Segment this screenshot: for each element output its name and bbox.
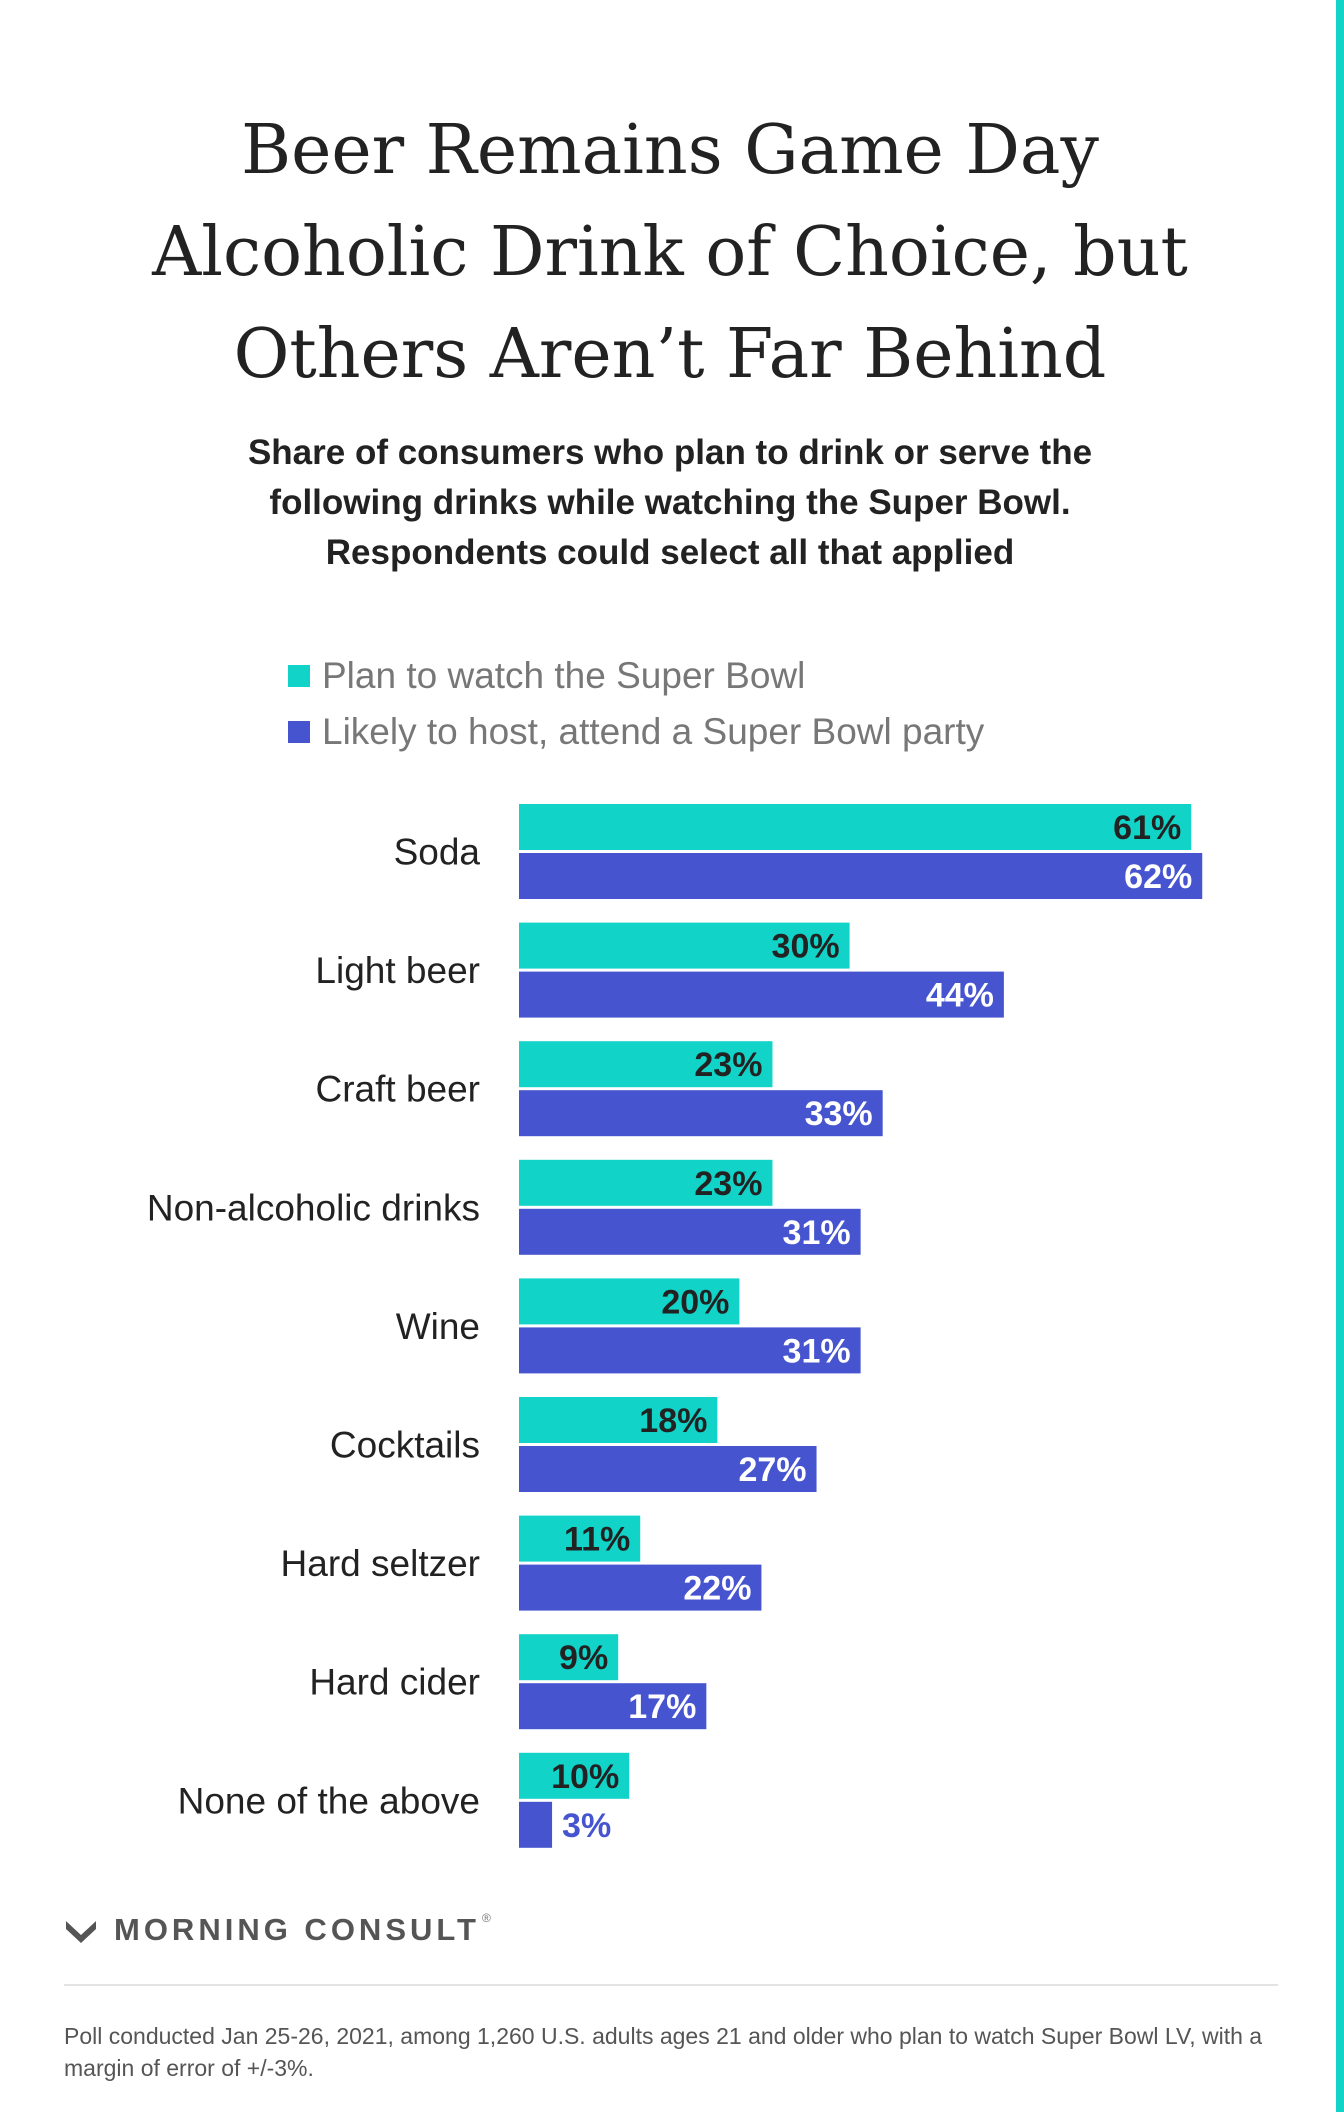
chart-legend: Plan to watch the Super Bowl Likely to h… — [288, 648, 984, 760]
bar-value-label: 23% — [694, 1165, 762, 1203]
bar-plan-to-watch — [519, 1159, 773, 1206]
bar-value-label: 9% — [559, 1639, 608, 1677]
bar-likely-to-host — [519, 1446, 817, 1492]
chart-title: Beer Remains Game Day Alcoholic Drink of… — [40, 100, 1300, 406]
morning-consult-logo-icon — [64, 1917, 98, 1943]
bar-likely-to-host — [519, 853, 1203, 899]
bar-value-label: 23% — [694, 1046, 762, 1084]
bar-likely-to-host — [519, 1208, 861, 1255]
legend-label-host: Likely to host, attend a Super Bowl part… — [322, 711, 985, 752]
bar-value-label: 22% — [683, 1570, 751, 1608]
legend-item-watch: Plan to watch the Super Bowl — [288, 648, 984, 704]
bar-plan-to-watch — [519, 804, 1192, 850]
category-label: Light beer — [315, 950, 480, 991]
bar-plan-to-watch — [519, 1041, 773, 1088]
bar-chart: Soda 61% 62% Light beer 30% 44% Craft beer 23% 3… — [147, 804, 1203, 1848]
bar-plan-to-watch — [519, 1278, 740, 1325]
bar-value-label: 3% — [562, 1807, 611, 1845]
category-label: None of the above — [178, 1780, 480, 1821]
brand-registered-mark: ® — [481, 1911, 491, 1925]
bar-value-label: 27% — [738, 1451, 806, 1489]
category-label: Hard cider — [309, 1662, 480, 1703]
category-label: Wine — [396, 1306, 480, 1347]
bar-plan-to-watch — [519, 1634, 619, 1681]
bar-value-label: 11% — [564, 1521, 630, 1559]
chart-subtitle-line: Respondents could select all that applie… — [325, 533, 1015, 572]
bar-value-label: 62% — [1124, 858, 1192, 896]
footnote: Poll conducted Jan 25-26, 2021, among 1,… — [64, 2023, 1263, 2081]
chart-title-line: Others Aren’t Far Behind — [233, 315, 1107, 394]
legend-label-watch: Plan to watch the Super Bowl — [322, 655, 806, 696]
category-label: Cocktails — [330, 1425, 480, 1466]
bar-likely-to-host — [519, 1801, 553, 1848]
bar-likely-to-host — [519, 1327, 861, 1374]
legend-swatch-watch — [288, 665, 310, 687]
chart-subtitle: Share of consumers who plan to drink or … — [60, 428, 1280, 578]
chart-title-line: Beer Remains Game Day — [241, 111, 1099, 190]
bar-value-label: 30% — [772, 928, 840, 966]
chart-subtitle-line: following drinks while watching the Supe… — [269, 483, 1071, 522]
brand-name: MORNING CONSULT — [114, 1912, 480, 1947]
bar-value-label: 61% — [1113, 809, 1181, 847]
bar-value-label: 17% — [628, 1688, 696, 1726]
brand-footer: MORNING CONSULT ® — [64, 1911, 491, 1948]
chart-subtitle-line: Share of consumers who plan to drink or … — [247, 433, 1093, 472]
bar-likely-to-host — [519, 1090, 883, 1137]
bar-value-label: 33% — [805, 1095, 873, 1133]
bar-value-label: 18% — [639, 1402, 707, 1440]
legend-swatch-host — [288, 721, 310, 743]
bar-value-label: 44% — [926, 977, 994, 1015]
category-label: Non-alcoholic drinks — [147, 1187, 480, 1228]
bar-likely-to-host — [519, 1683, 707, 1730]
bar-value-label: 10% — [551, 1758, 619, 1796]
category-label: Hard seltzer — [281, 1543, 480, 1584]
bar-value-label: 20% — [661, 1283, 729, 1321]
bar-plan-to-watch — [519, 922, 850, 969]
bar-likely-to-host — [519, 971, 1004, 1018]
chart-title-line: Alcoholic Drink of Choice, but — [152, 213, 1188, 292]
bar-plan-to-watch — [519, 1752, 630, 1799]
bar-plan-to-watch — [519, 1515, 641, 1562]
accent-edge-strip — [1336, 0, 1344, 2112]
footer-divider — [64, 1984, 1278, 1986]
category-label: Soda — [394, 832, 481, 873]
category-label: Craft beer — [315, 1069, 480, 1110]
bar-value-label: 31% — [783, 1332, 851, 1370]
bar-likely-to-host — [519, 1564, 762, 1611]
bar-plan-to-watch — [519, 1397, 718, 1443]
bar-value-label: 31% — [783, 1214, 851, 1252]
legend-item-host: Likely to host, attend a Super Bowl part… — [288, 704, 984, 760]
